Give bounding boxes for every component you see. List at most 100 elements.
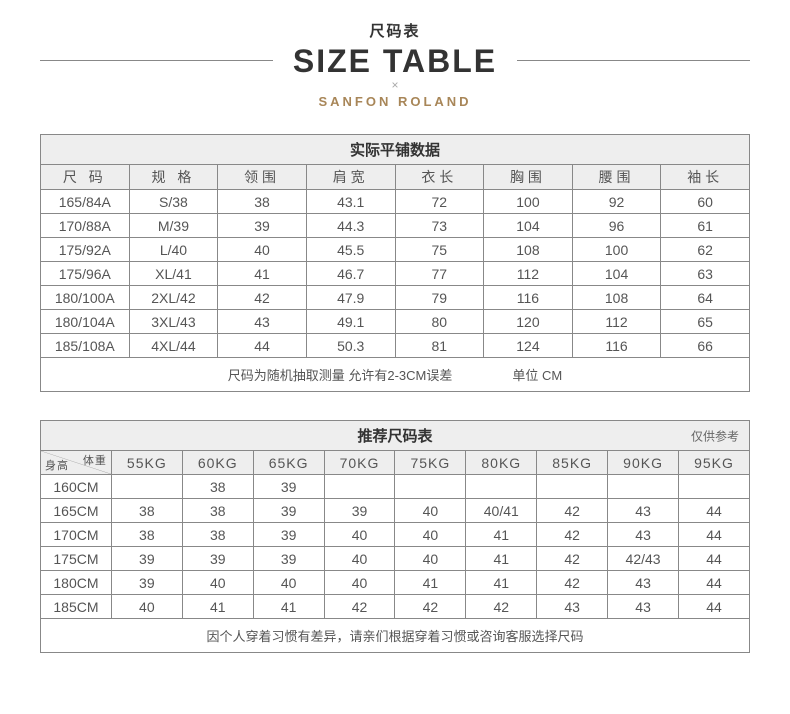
col-header: 袖长: [661, 165, 750, 190]
col-header: 尺 码: [41, 165, 130, 190]
table-cell: S/38: [129, 190, 218, 214]
table-cell: 39: [182, 547, 253, 571]
brand-name: SANFON ROLAND: [0, 94, 790, 109]
table-cell: 39: [218, 214, 307, 238]
table-cell: 175/96A: [41, 262, 130, 286]
table-cell: 38: [111, 499, 182, 523]
measurement-table-wrap: 实际平铺数据尺 码规 格领围肩宽衣长胸围腰围袖长165/84AS/383843.…: [0, 134, 790, 392]
table-cell: 41: [466, 571, 537, 595]
table-cell: 44: [679, 523, 750, 547]
height-row-header: 165CM: [41, 499, 112, 523]
weight-col-header: 90KG: [608, 451, 679, 475]
recommend-table-title: 推荐尺码表仅供参考: [41, 421, 750, 451]
table-cell: 112: [572, 310, 661, 334]
table-cell: 47.9: [306, 286, 395, 310]
recommend-aux: 仅供参考: [691, 427, 739, 444]
table-cell: 49.1: [306, 310, 395, 334]
table-cell: 62: [661, 238, 750, 262]
table-cell: 42: [537, 523, 608, 547]
measurement-footer: 尺码为随机抽取测量 允许有2-3CM误差单位 CM: [41, 358, 750, 392]
table-cell: 42: [395, 595, 466, 619]
table-cell: 42: [537, 547, 608, 571]
table-cell: 108: [484, 238, 573, 262]
table-cell: 2XL/42: [129, 286, 218, 310]
table-cell: XL/41: [129, 262, 218, 286]
table-cell: 41: [466, 523, 537, 547]
table-cell: 92: [572, 190, 661, 214]
table-cell: 38: [218, 190, 307, 214]
table-cell: 42: [537, 571, 608, 595]
table-cell: 39: [253, 499, 324, 523]
table-cell: 43: [608, 523, 679, 547]
table-cell: 40: [324, 523, 395, 547]
height-row-header: 160CM: [41, 475, 112, 499]
table-cell: 108: [572, 286, 661, 310]
table-cell: [111, 475, 182, 499]
table-cell: 38: [182, 523, 253, 547]
table-cell: 44: [218, 334, 307, 358]
weight-col-header: 60KG: [182, 451, 253, 475]
height-row-header: 175CM: [41, 547, 112, 571]
diag-header: 体重身高: [41, 451, 112, 475]
table-cell: 38: [111, 523, 182, 547]
table-cell: 40: [324, 547, 395, 571]
table-cell: 4XL/44: [129, 334, 218, 358]
table-cell: 43: [218, 310, 307, 334]
table-cell: 72: [395, 190, 484, 214]
table-cell: 44.3: [306, 214, 395, 238]
weight-col-header: 65KG: [253, 451, 324, 475]
weight-col-header: 75KG: [395, 451, 466, 475]
table-cell: 41: [466, 547, 537, 571]
table-cell: 116: [572, 334, 661, 358]
table-cell: 165/84A: [41, 190, 130, 214]
table-cell: 65: [661, 310, 750, 334]
weight-col-header: 55KG: [111, 451, 182, 475]
table-cell: 104: [572, 262, 661, 286]
height-row-header: 180CM: [41, 571, 112, 595]
table-cell: 39: [253, 475, 324, 499]
table-cell: 39: [324, 499, 395, 523]
table-cell: 124: [484, 334, 573, 358]
recommend-table: 推荐尺码表仅供参考体重身高55KG60KG65KG70KG75KG80KG85K…: [40, 420, 750, 653]
height-row-header: 185CM: [41, 595, 112, 619]
col-header: 规 格: [129, 165, 218, 190]
weight-col-header: 85KG: [537, 451, 608, 475]
table-cell: 112: [484, 262, 573, 286]
table-cell: 77: [395, 262, 484, 286]
table-cell: 42: [324, 595, 395, 619]
table-cell: 66: [661, 334, 750, 358]
recommend-table-wrap: 推荐尺码表仅供参考体重身高55KG60KG65KG70KG75KG80KG85K…: [0, 420, 790, 653]
table-cell: 43.1: [306, 190, 395, 214]
measurement-table-title: 实际平铺数据: [41, 135, 750, 165]
table-cell: 40: [218, 238, 307, 262]
col-header: 衣长: [395, 165, 484, 190]
table-cell: 45.5: [306, 238, 395, 262]
table-cell: 44: [679, 595, 750, 619]
table-cell: 40: [182, 571, 253, 595]
table-cell: [679, 475, 750, 499]
table-cell: 43: [608, 595, 679, 619]
table-cell: 41: [253, 595, 324, 619]
table-cell: [466, 475, 537, 499]
table-cell: 185/108A: [41, 334, 130, 358]
table-cell: 38: [182, 499, 253, 523]
table-cell: 43: [608, 499, 679, 523]
table-cell: M/39: [129, 214, 218, 238]
table-cell: 60: [661, 190, 750, 214]
title-cn: 尺码表: [0, 20, 790, 41]
weight-col-header: 80KG: [466, 451, 537, 475]
page-header: 尺码表 SIZE TABLE × SANFON ROLAND: [0, 0, 790, 134]
table-cell: 46.7: [306, 262, 395, 286]
col-header: 领围: [218, 165, 307, 190]
table-cell: 100: [484, 190, 573, 214]
table-cell: 40: [253, 571, 324, 595]
table-cell: 104: [484, 214, 573, 238]
table-cell: 170/88A: [41, 214, 130, 238]
table-cell: 180/100A: [41, 286, 130, 310]
table-cell: 40: [395, 523, 466, 547]
table-cell: 100: [572, 238, 661, 262]
table-cell: L/40: [129, 238, 218, 262]
table-cell: 63: [661, 262, 750, 286]
table-cell: 120: [484, 310, 573, 334]
table-cell: 39: [111, 571, 182, 595]
